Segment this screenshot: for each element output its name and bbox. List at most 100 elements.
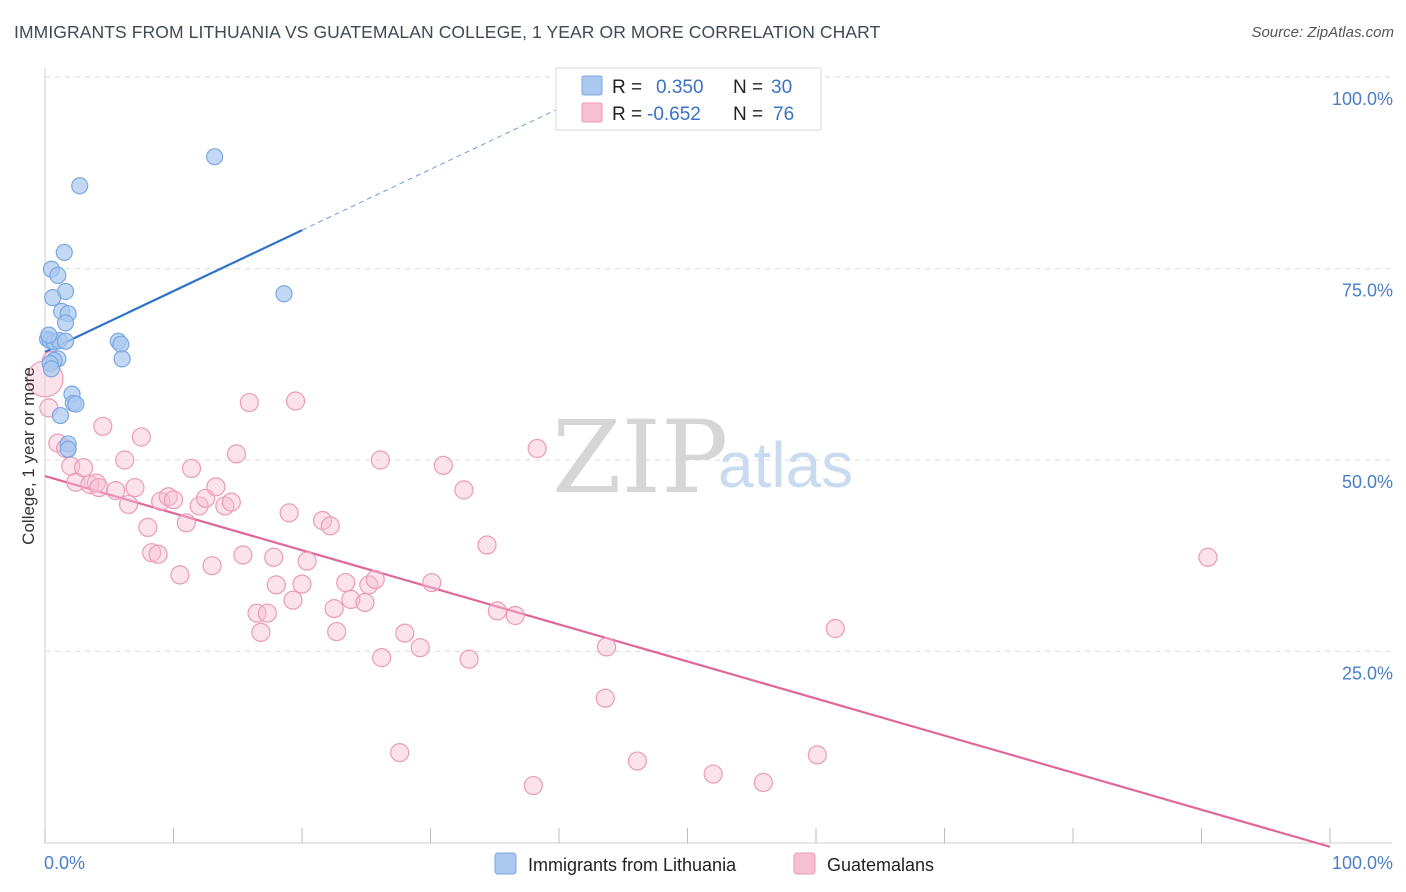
- y-tick-label: 50.0%: [1342, 472, 1393, 492]
- legend-swatch-lithuania: [494, 852, 517, 875]
- axes: [44, 68, 1392, 844]
- guatemalans-point: [257, 603, 277, 623]
- stats-r-label-2: R =: [612, 104, 642, 125]
- guatemalans-point: [523, 775, 543, 796]
- y-tick-label: 25.0%: [1342, 664, 1393, 684]
- guatemalans-point: [324, 599, 344, 619]
- guatemalans-point: [283, 590, 303, 610]
- guatemalans-point: [527, 438, 547, 459]
- guatemalans-point: [355, 592, 375, 613]
- stats-n-label-2: N =: [733, 104, 763, 125]
- guatemalans-point: [1198, 547, 1218, 567]
- guatemalans-point: [825, 618, 845, 639]
- lithuania-point: [56, 332, 75, 350]
- legend-swatch-guatemalans: [793, 852, 816, 875]
- x-tick-label: 0.0%: [44, 853, 85, 873]
- guatemalans-point: [390, 743, 410, 763]
- guatemalans-point: [163, 490, 184, 510]
- lithuania-point: [206, 148, 224, 166]
- lithuania-point: [40, 326, 58, 344]
- guatemalans-point: [433, 455, 453, 475]
- data-points: [26, 148, 1218, 796]
- lithuania-point: [113, 350, 131, 368]
- guatemalans-point: [596, 637, 617, 657]
- guatemalans-point: [285, 391, 306, 411]
- guatemalans-point: [226, 444, 247, 464]
- stats-swatch-pink: [581, 102, 603, 123]
- y-tick-label: 75.0%: [1342, 281, 1393, 301]
- watermark-atlas: atlas: [718, 429, 853, 501]
- guatemalans-point: [410, 638, 430, 658]
- stats-r-label-1: R =: [612, 77, 642, 98]
- guatemalans-point: [487, 601, 507, 621]
- guatemalans-point: [89, 477, 109, 498]
- guatemalans-point: [93, 416, 113, 436]
- lithuania-point: [51, 406, 70, 425]
- grid-lines: [45, 76, 1392, 652]
- guatemalans-point: [251, 622, 271, 642]
- lithuania-trend-extension: [301, 107, 560, 231]
- lithuania-trend-line: [44, 229, 303, 353]
- guatemalans-point: [297, 551, 317, 571]
- guatemalans-point: [189, 496, 209, 516]
- watermark-zip: ZIP: [552, 399, 728, 516]
- guatemalans-point: [703, 764, 723, 784]
- guatemalans-point: [142, 543, 162, 563]
- guatemalans-point: [627, 751, 647, 771]
- guatemalans-point: [327, 621, 347, 642]
- stats-n-value-2: 76: [773, 104, 794, 125]
- stats-box: R = 0.350 N = 30 R = -0.652 N = 76: [555, 67, 822, 131]
- guatemalans-point: [753, 772, 773, 793]
- guatemalans-point: [176, 513, 196, 533]
- guatemalans-point: [158, 487, 178, 507]
- stats-r-value-1: 0.350: [656, 77, 704, 98]
- guatemalans-point: [395, 623, 415, 643]
- guatemalans-point: [125, 477, 145, 498]
- guatemalans-point: [292, 574, 312, 594]
- guatemalans-point: [170, 565, 190, 585]
- guatemalans-point: [106, 481, 126, 501]
- lithuania-point: [56, 314, 75, 332]
- lithuania-point: [112, 335, 130, 353]
- guatemalans-point: [206, 477, 226, 497]
- guatemalans-point: [454, 480, 474, 500]
- stats-n-label-1: N =: [733, 77, 763, 98]
- legend-label-guatemalans: Guatemalans: [827, 855, 934, 875]
- source-credit: Source: ZipAtlas.com: [1251, 24, 1394, 41]
- stats-swatch-blue: [581, 75, 603, 96]
- y-axis-label: College, 1 year or more: [19, 367, 38, 545]
- legend: Immigrants from Lithuania Guatemalans: [494, 852, 934, 875]
- y-tick-labels: 25.0% 50.0% 75.0% 100.0%: [1332, 89, 1393, 684]
- guatemalans-point: [370, 450, 390, 470]
- guatemalans-point: [138, 517, 158, 538]
- lithuania-point: [55, 243, 73, 262]
- guatemalans-point: [118, 494, 139, 515]
- guatemalans-point: [148, 544, 168, 564]
- guatemalans-point: [181, 458, 202, 479]
- guatemalans-point: [459, 649, 479, 669]
- guatemalans-point: [505, 605, 525, 626]
- guatemalans-point: [233, 545, 253, 565]
- watermark: ZIP atlas: [552, 399, 853, 516]
- guatemalans-point: [372, 648, 392, 668]
- lithuania-point: [67, 395, 85, 413]
- guatemalans-point: [247, 603, 267, 623]
- lithuania-point: [71, 177, 89, 195]
- guatemalans-point: [131, 427, 151, 447]
- legend-label-lithuania: Immigrants from Lithuania: [528, 855, 737, 875]
- guatemalans-point: [202, 556, 222, 576]
- lithuania-point: [59, 440, 77, 458]
- guatemalans-point: [239, 392, 259, 413]
- stats-n-value-1: 30: [771, 77, 792, 98]
- guatemalans-point: [279, 503, 299, 523]
- guatemalans-point: [422, 572, 442, 593]
- y-tick-label: 100.0%: [1332, 89, 1393, 109]
- lithuania-point: [42, 360, 61, 378]
- guatemalans-point: [264, 547, 284, 567]
- lithuania-point: [49, 266, 67, 284]
- guatemalans-point: [336, 572, 356, 593]
- guatemalans-point: [477, 535, 497, 555]
- guatemalans-point: [266, 575, 286, 595]
- guatemalans-point: [807, 745, 827, 765]
